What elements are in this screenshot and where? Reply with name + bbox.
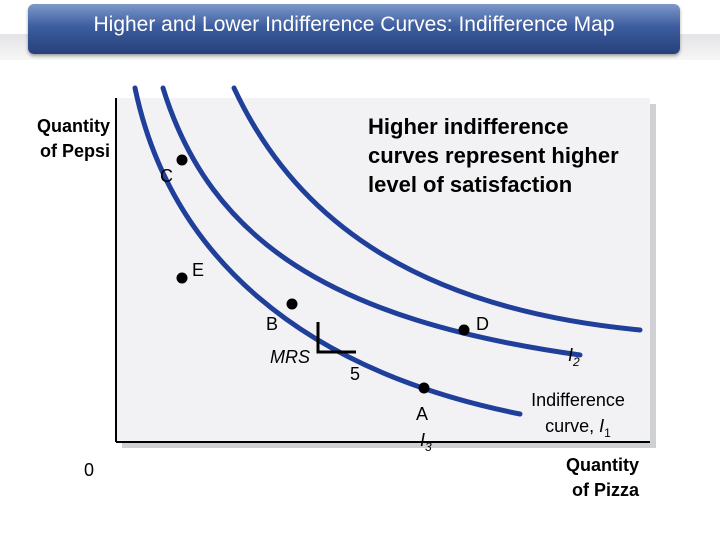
slide-title-bar: Higher and Lower Indifference Curves: In… bbox=[28, 4, 680, 54]
curve-i2-label: I2 bbox=[568, 346, 580, 368]
curve-i3-label: I3 bbox=[420, 431, 432, 453]
plot-area bbox=[116, 98, 650, 442]
x-axis-title: Quantity of Pizza bbox=[530, 453, 639, 503]
y-axis-title: Quantity of Pepsi bbox=[14, 114, 110, 164]
point-b-label: B bbox=[266, 314, 279, 334]
point-e bbox=[176, 272, 188, 284]
slide-title: Higher and Lower Indifference Curves: In… bbox=[93, 13, 615, 36]
curve-i1-label-line2: curve, I1 bbox=[516, 413, 640, 446]
callout-line1: Higher indifference bbox=[368, 114, 569, 139]
x-axis-title-line1: Quantity bbox=[565, 455, 639, 475]
point-a bbox=[418, 382, 430, 394]
x-axis-title-line2: of Pizza bbox=[571, 480, 639, 500]
curve-i2-subscript: 2 bbox=[573, 355, 580, 369]
point-c-label: C bbox=[160, 166, 173, 186]
curve-i1-label-prefix: curve, bbox=[545, 416, 600, 436]
curve-i1-label-line1: Indifference bbox=[531, 390, 625, 410]
point-e-label: E bbox=[192, 260, 205, 280]
y-axis-title-line1: Quantity bbox=[36, 116, 110, 136]
mrs-label: MRS bbox=[270, 347, 310, 367]
curve-i1-subscript: 1 bbox=[604, 426, 611, 440]
mrs-triangle bbox=[316, 322, 356, 354]
callout-text: Higher indifference curves represent hig… bbox=[368, 112, 658, 199]
origin-label: 0 bbox=[84, 460, 95, 480]
curve-i3-subscript: 3 bbox=[425, 440, 432, 454]
point-d bbox=[458, 324, 470, 336]
point-d-label: D bbox=[476, 314, 489, 334]
callout-line2: curves represent higher bbox=[368, 143, 619, 168]
point-a-label: A bbox=[416, 404, 429, 424]
y-axis-title-line2: of Pepsi bbox=[39, 141, 110, 161]
curve-i3-symbol: I bbox=[420, 430, 426, 450]
indifference-curve-i1 bbox=[132, 85, 523, 417]
curve-i2-symbol: I bbox=[568, 345, 574, 365]
indifference-curve-i3 bbox=[231, 85, 643, 333]
callout-line3: level of satisfaction bbox=[368, 172, 573, 197]
curve-i1-label: Indifference curve, I1 bbox=[516, 387, 640, 446]
indifference-curve-i2 bbox=[160, 85, 583, 358]
point-c bbox=[176, 154, 188, 166]
point-b bbox=[286, 298, 298, 310]
curve-i1-symbol: I bbox=[599, 416, 605, 436]
mrs-run-label: 5 bbox=[350, 364, 361, 384]
